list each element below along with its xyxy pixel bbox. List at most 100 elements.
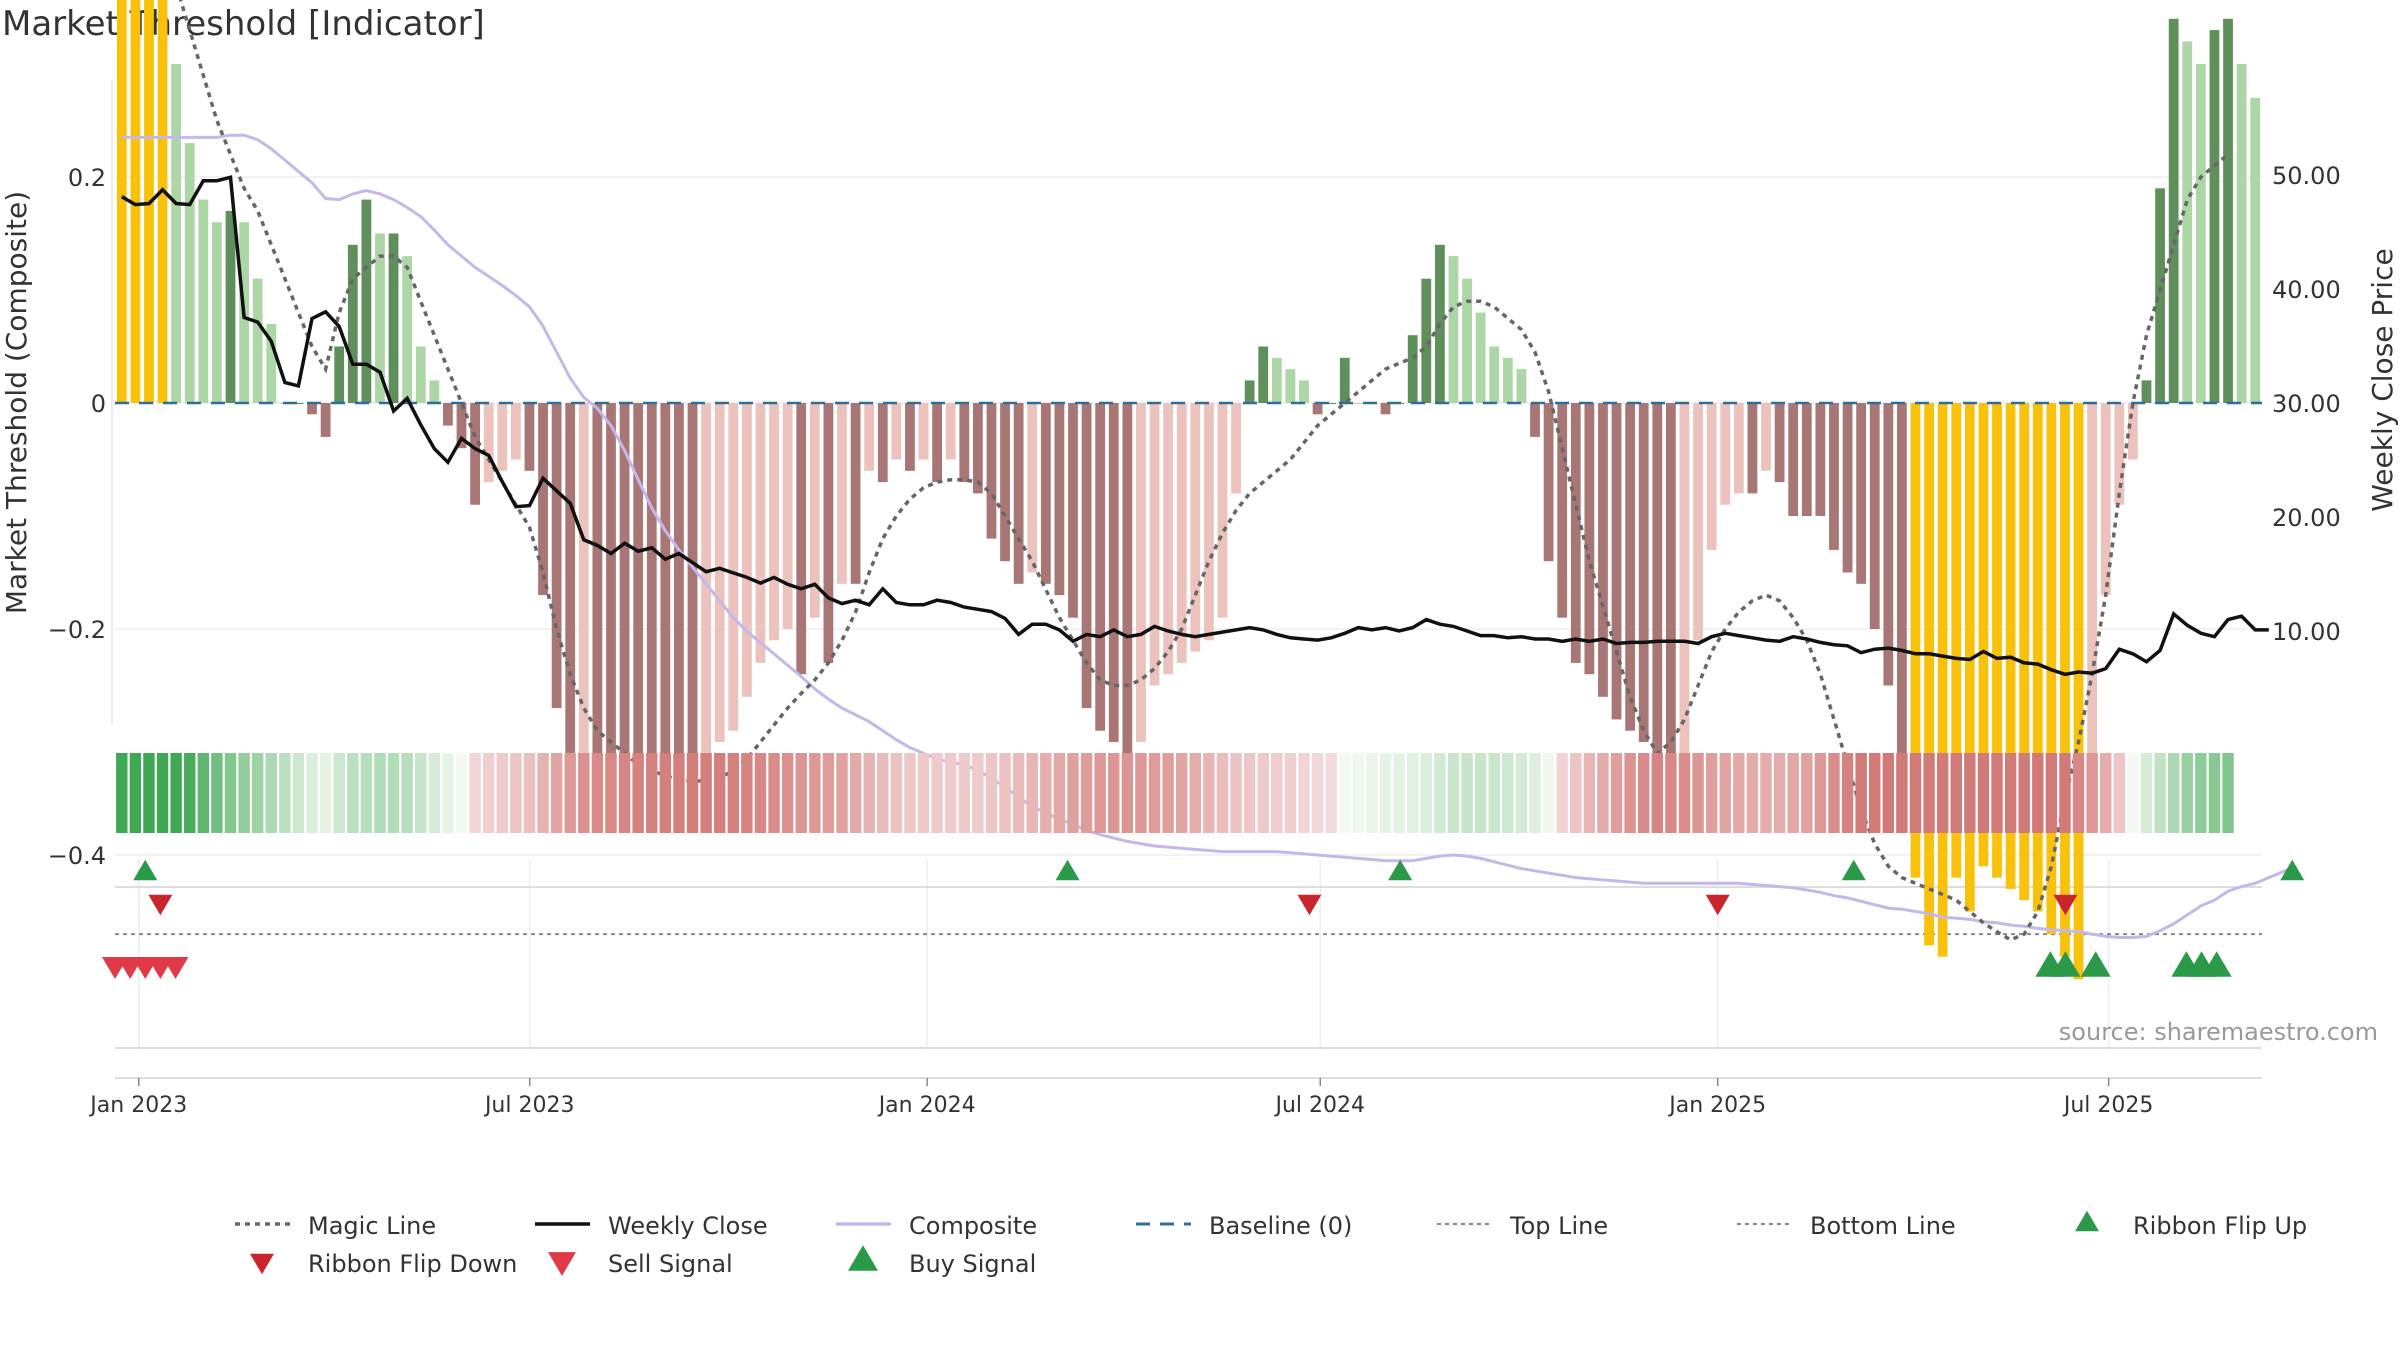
ribbon-cell xyxy=(2140,753,2153,833)
composite-bar xyxy=(307,403,317,415)
composite-bar xyxy=(1951,403,1962,878)
ribbon-flip-up-marker xyxy=(2280,859,2305,881)
composite-bar xyxy=(375,233,385,403)
ribbon-cell xyxy=(1665,753,1677,833)
ribbon-cell xyxy=(1841,753,1854,833)
ribbon-cell xyxy=(1964,753,1976,833)
legend-label: Magic Line xyxy=(308,1212,436,1240)
composite-bar xyxy=(293,403,304,404)
ribbon-cell xyxy=(251,753,264,833)
composite-bar xyxy=(538,403,548,596)
composite-bar xyxy=(1013,403,1024,584)
grid xyxy=(115,176,2262,1050)
ribbon-cell xyxy=(2222,753,2234,833)
composite-bar xyxy=(1774,403,1785,483)
composite-bar xyxy=(470,403,480,505)
composite-bar xyxy=(1203,403,1214,641)
legend-item-flip_up: Ribbon Flip Up xyxy=(2075,1210,2307,1240)
composite-bar xyxy=(796,403,807,675)
x-axis: Jan 2023 Jul 2023 Jan 2024 Jul 2024 Jan 2025… xyxy=(88,1077,2262,1118)
ribbon-cell xyxy=(1434,753,1446,833)
ribbon-cell xyxy=(1257,753,1269,833)
ribbon-cell xyxy=(1012,753,1025,833)
ribbon-cell xyxy=(1896,753,1908,833)
ribbon-cell xyxy=(1203,753,1215,833)
ribbon-cell xyxy=(1828,753,1840,833)
legend-label: Ribbon Flip Down xyxy=(308,1250,517,1278)
legend-item-top: Top Line xyxy=(1437,1212,1608,1240)
legend-swatch-flip-down xyxy=(250,1253,274,1275)
legend-item-magic: Magic Line xyxy=(235,1212,436,1240)
ribbon-cell xyxy=(1325,753,1337,833)
composite-bar xyxy=(741,403,752,697)
ribbon-cell xyxy=(646,753,658,833)
ribbon-cell xyxy=(1393,753,1405,833)
y2-tick-label: 50.00 xyxy=(2272,162,2341,190)
ribbon-cell xyxy=(1991,753,2003,833)
composite-bar xyxy=(687,403,698,833)
x-tick-label: Jul 2025 xyxy=(2062,1093,2154,1118)
legend-label: Top Line xyxy=(1509,1212,1608,1240)
ribbon-cell xyxy=(1474,753,1487,833)
composite-bar xyxy=(646,403,657,810)
composite-bar xyxy=(1856,403,1867,584)
composite-bar xyxy=(1557,403,1568,618)
composite-bar xyxy=(782,403,793,629)
ribbon-cell xyxy=(1746,753,1759,833)
composite-bar xyxy=(1842,403,1853,573)
composite-bar xyxy=(755,403,766,663)
composite-bar xyxy=(619,403,630,776)
ribbon-cell xyxy=(1556,753,1568,833)
ribbon-cell xyxy=(768,753,780,833)
composite-bar xyxy=(823,403,834,663)
composite-bar xyxy=(2236,64,2247,403)
composite-bar xyxy=(1570,403,1581,663)
composite-bar xyxy=(606,403,616,765)
composite-bars xyxy=(116,0,2261,980)
composite-bar xyxy=(2032,403,2043,912)
composite-bar xyxy=(2100,403,2111,596)
ribbon-cell xyxy=(1801,753,1813,833)
composite-bar xyxy=(266,323,277,403)
composite-bar xyxy=(1992,403,2002,878)
legend-label: Buy Signal xyxy=(909,1250,1036,1278)
ribbon-cell xyxy=(958,753,970,833)
ribbon-cell xyxy=(129,753,142,833)
ribbon-cell xyxy=(1067,753,1079,833)
composite-bar xyxy=(1829,403,1839,550)
ribbon-cell xyxy=(279,753,291,833)
composite-bar xyxy=(633,403,644,799)
composite-bar xyxy=(1611,403,1622,720)
composite-bar xyxy=(932,403,943,483)
legend-item-buy: Buy Signal xyxy=(848,1245,1036,1278)
composite-bar xyxy=(320,403,331,437)
composite-bar xyxy=(959,403,970,483)
ribbon-cell xyxy=(455,753,468,833)
composite-bar xyxy=(1068,403,1078,618)
legend-item-bottom: Bottom Line xyxy=(1737,1212,1956,1240)
ribbon-cell xyxy=(1638,753,1650,833)
composite-bar xyxy=(252,278,263,403)
composite-bar xyxy=(456,403,467,449)
ribbon-cell xyxy=(578,753,590,833)
composite-bar xyxy=(1733,403,1744,494)
ribbon-cell xyxy=(972,753,984,833)
reference-lines xyxy=(115,933,2262,936)
ribbon-cell xyxy=(1230,753,1242,833)
composite-bar xyxy=(1964,403,1975,912)
legend-item-composite: Composite xyxy=(836,1212,1037,1240)
ribbon-cell xyxy=(1148,753,1161,833)
ribbon-flip-down-marker xyxy=(1297,894,1322,916)
y-tick-label: 0.2 xyxy=(68,164,106,192)
ribbon-cell xyxy=(2208,753,2221,833)
ribbon-cell xyxy=(550,753,563,833)
composite-bar xyxy=(212,222,222,403)
ribbon-cell xyxy=(482,753,495,833)
legend-item-close: Weekly Close xyxy=(535,1212,768,1240)
legend: Magic Line Weekly Close Composite Baseline … xyxy=(235,1210,2307,1278)
ribbon-cell xyxy=(1447,753,1460,833)
x-tick-label: Jul 2024 xyxy=(1273,1093,1365,1118)
composite-line xyxy=(121,133,2297,939)
ribbon-cell xyxy=(1379,753,1392,833)
ribbon-cell xyxy=(1352,753,1365,833)
